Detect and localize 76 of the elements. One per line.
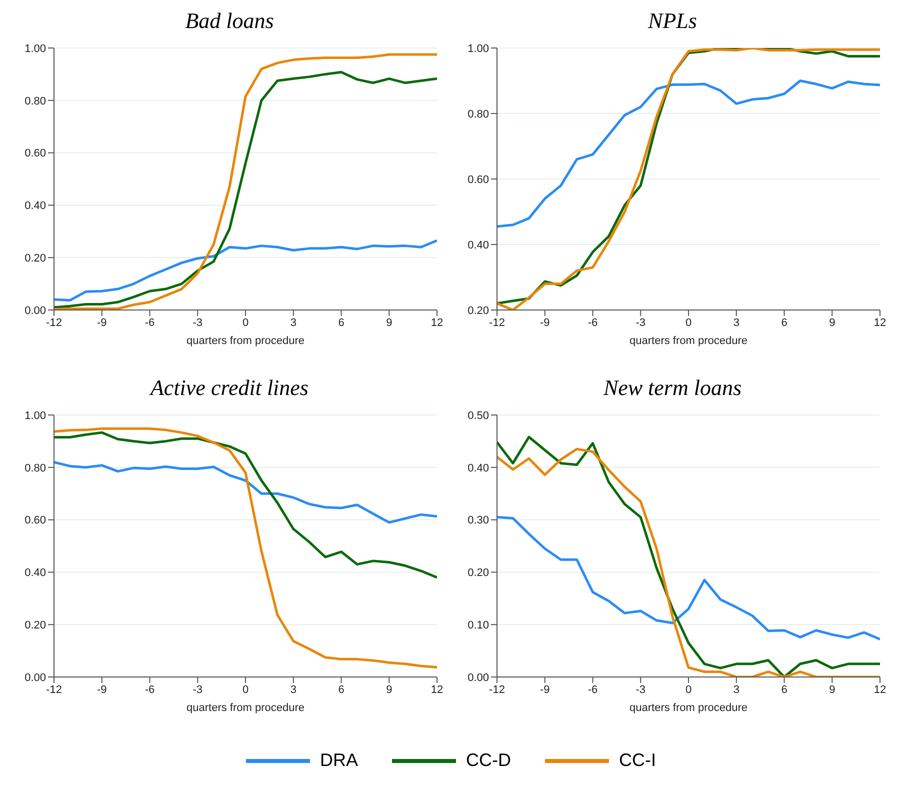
x-tick-label: 9 (386, 684, 392, 696)
x-tick-label: 9 (829, 316, 836, 329)
y-tick-label: 0.20 (468, 567, 489, 580)
y-tick-label: 0.20 (24, 252, 46, 265)
x-tick-label: -9 (96, 684, 107, 696)
x-tick-label: -9 (540, 316, 550, 329)
line-series (54, 460, 437, 524)
x-tick-label: 0 (242, 684, 249, 696)
x-tick-label: -3 (636, 316, 646, 329)
line-series (54, 239, 437, 302)
chart-title: Bad loans (184, 8, 275, 35)
x-tick-label: 0 (685, 316, 692, 329)
x-tick-label: 0 (685, 684, 692, 696)
y-tick-label: 0.80 (468, 108, 489, 120)
y-tick-label: 0.60 (468, 174, 489, 186)
x-tick-label: -12 (46, 316, 62, 329)
x-axis-title: quarters from procedure (630, 335, 748, 347)
y-tick-label: 1.00 (24, 42, 46, 55)
chart-title: New term loans (602, 375, 743, 402)
x-tick-label: 12 (430, 316, 444, 329)
x-tick-label: 9 (386, 316, 392, 329)
x-tick-label: 12 (874, 316, 886, 329)
x-tick-label: 12 (874, 684, 886, 696)
x-tick-label: -12 (489, 316, 505, 329)
x-tick-label: -6 (588, 684, 598, 696)
x-tick-label: -9 (96, 316, 107, 329)
y-tick-label: 0.60 (24, 514, 46, 527)
x-tick-label: -9 (540, 684, 550, 696)
x-tick-label: 0 (242, 316, 249, 329)
line-series (497, 516, 880, 641)
x-tick-label: -6 (144, 316, 155, 329)
line-series (54, 431, 437, 579)
y-tick-label: 1.00 (24, 410, 46, 422)
legend-label: CC-I (619, 750, 656, 771)
y-tick-label: 0.40 (468, 239, 489, 252)
y-tick-label: 0.50 (468, 410, 489, 422)
y-tick-label: 0.80 (24, 95, 46, 108)
x-tick-label: 3 (290, 684, 296, 696)
line-series (497, 80, 880, 228)
y-tick-label: 0.30 (468, 514, 489, 527)
y-tick-label: 0.20 (24, 620, 46, 632)
x-tick-label: 6 (781, 316, 788, 329)
x-tick-label: 6 (338, 684, 344, 696)
chart-title: Active credit lines (148, 375, 310, 402)
chart-title: NPLs (646, 8, 698, 35)
x-axis-title: quarters from procedure (630, 702, 748, 714)
x-tick-label: -12 (46, 684, 62, 696)
y-tick-label: 0.60 (24, 148, 46, 160)
x-tick-label: 6 (338, 316, 344, 329)
legend-label: DRA (320, 750, 358, 771)
y-tick-label: 0.80 (24, 462, 46, 474)
x-tick-label: -3 (192, 316, 203, 329)
x-tick-label: 3 (733, 684, 740, 696)
x-tick-label: 9 (829, 684, 836, 696)
x-tick-label: 3 (290, 316, 296, 329)
y-tick-label: 0.00 (24, 304, 46, 317)
y-tick-label: 0.10 (468, 620, 489, 632)
y-tick-label: 0.40 (24, 200, 46, 212)
line-series (54, 427, 437, 669)
y-tick-label: 1.00 (468, 42, 489, 55)
y-tick-label: 0.40 (468, 462, 489, 474)
legend-label: CC-D (466, 750, 511, 771)
y-tick-label: 0.20 (468, 304, 489, 317)
x-tick-label: 3 (733, 316, 740, 329)
x-axis-title: quarters from procedure (186, 702, 304, 714)
x-tick-label: -6 (588, 316, 598, 329)
x-tick-label: -3 (192, 684, 203, 696)
x-tick-label: 12 (430, 684, 444, 696)
x-tick-label: 6 (781, 684, 788, 696)
x-tick-label: -6 (144, 684, 155, 696)
y-tick-label: 0.40 (24, 567, 46, 580)
y-tick-label: 0.00 (468, 672, 489, 684)
x-tick-label: -3 (636, 684, 646, 696)
y-tick-label: 0.00 (24, 672, 46, 684)
x-axis-title: quarters from procedure (186, 335, 304, 347)
x-tick-label: -12 (489, 684, 505, 696)
